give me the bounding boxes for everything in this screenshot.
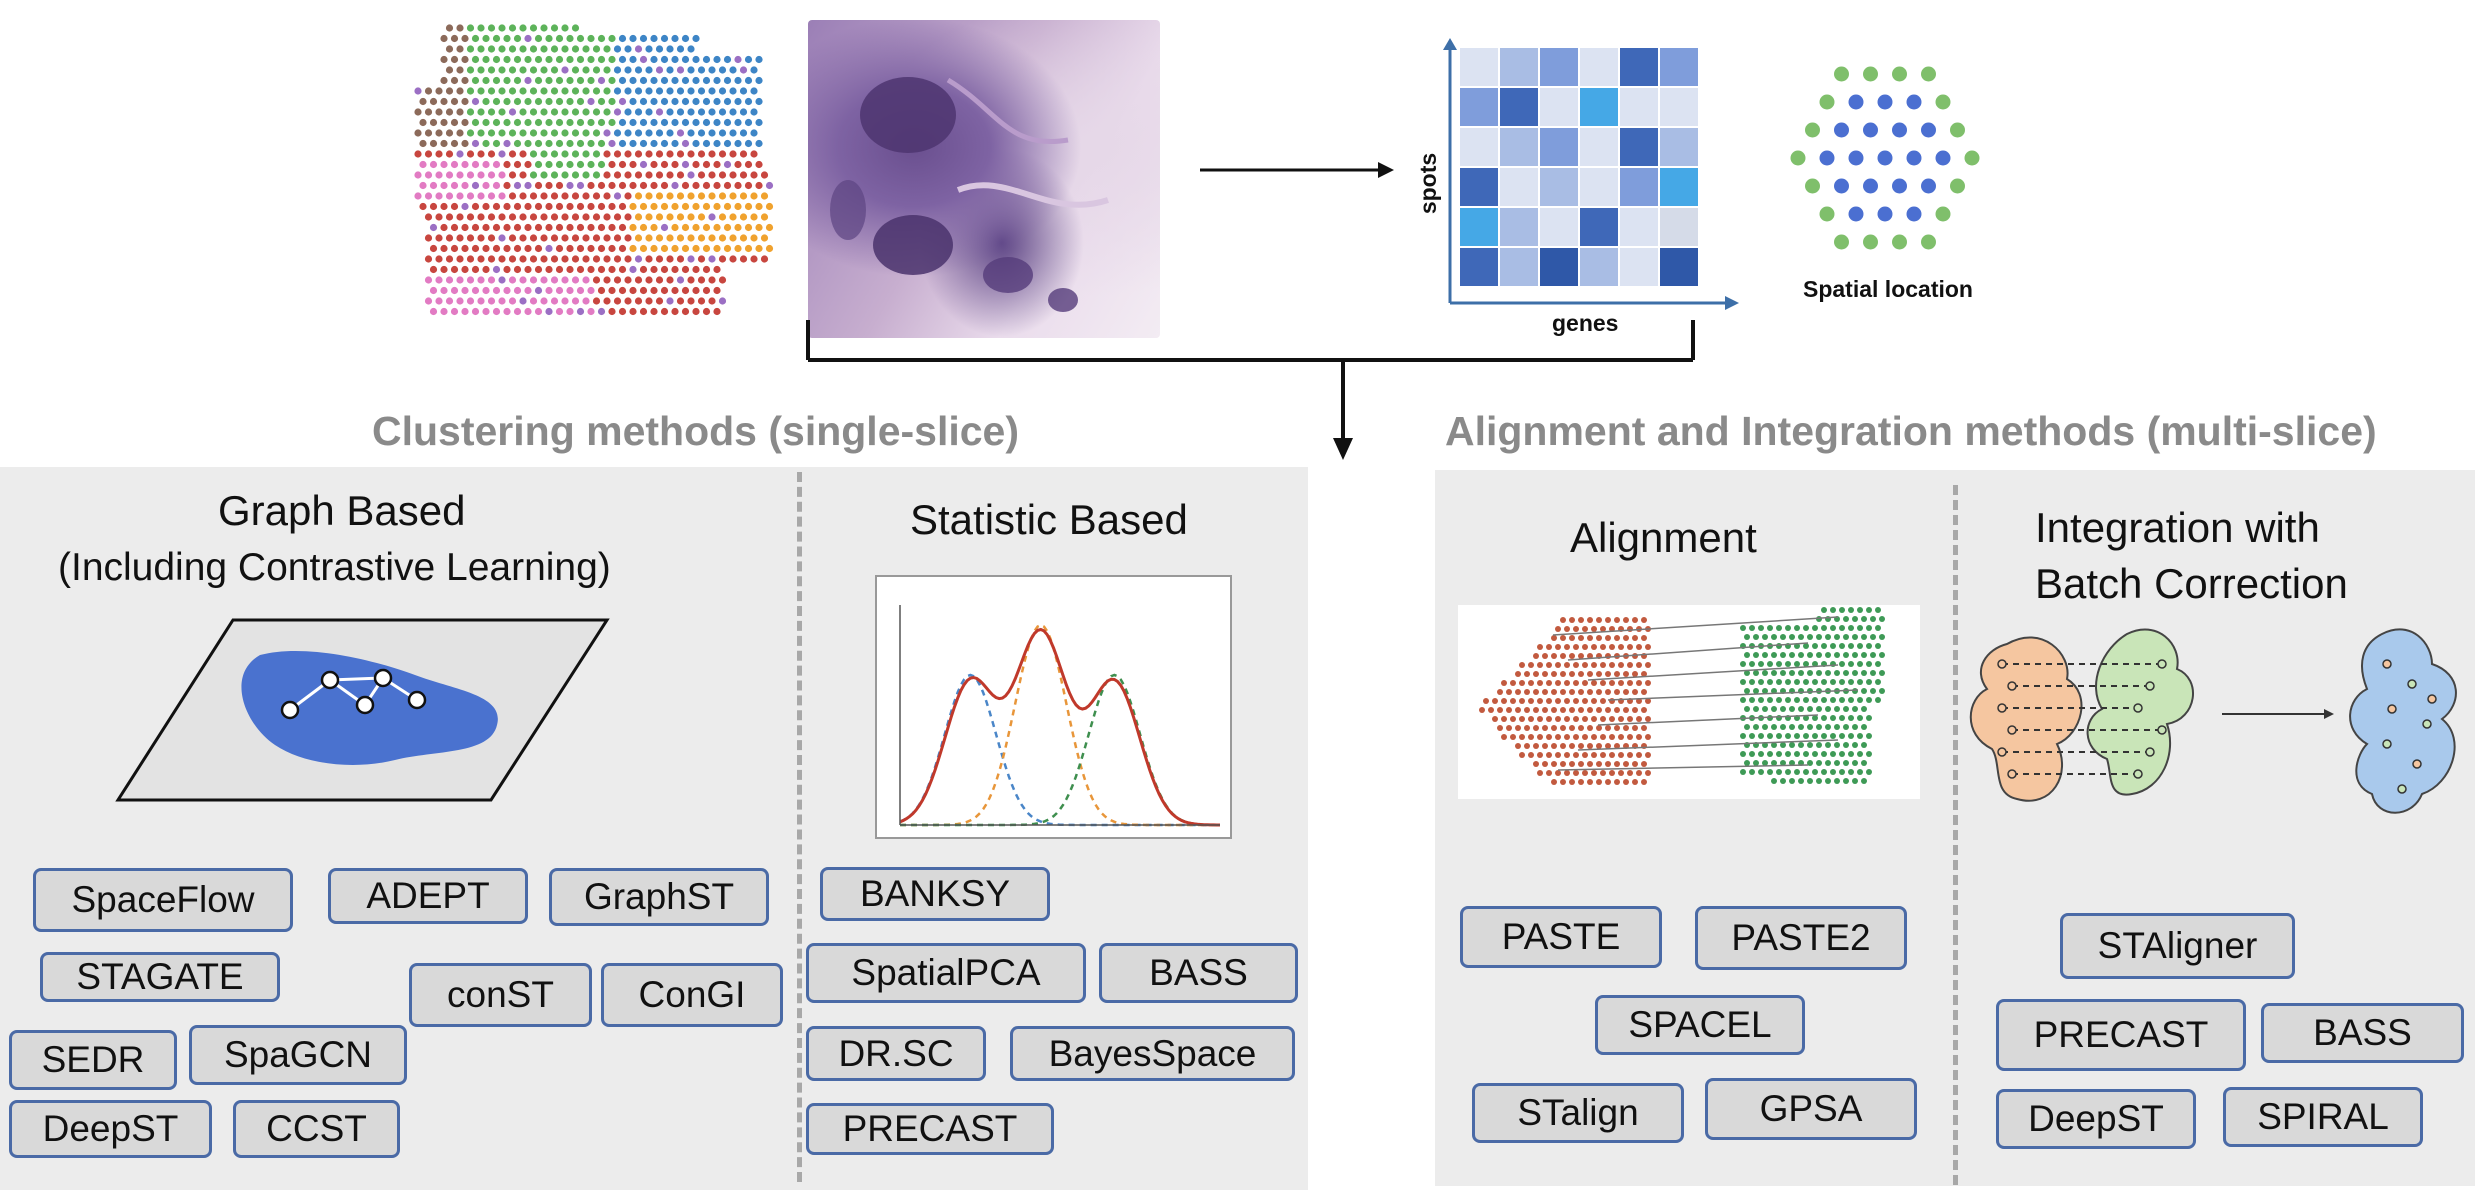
method-chip-spacel: SPACEL — [1595, 995, 1805, 1055]
method-chip-graphst: GraphST — [549, 868, 769, 926]
graph-based-subtitle: (Including Contrastive Learning) — [58, 546, 611, 589]
method-chip-banksy: BANKSY — [820, 867, 1050, 921]
method-chip-staligner: STAligner — [2060, 913, 2295, 979]
alignment-title: Alignment — [1570, 514, 1757, 561]
method-chip-precast-integration: PRECAST — [1996, 999, 2246, 1071]
he-histology-image — [808, 20, 1160, 338]
method-chip-spaceflow: SpaceFlow — [33, 868, 293, 932]
method-chip-bass-integration: BASS — [2261, 1003, 2464, 1063]
integration-title-line2: Batch Correction — [2035, 560, 2348, 607]
method-chip-paste: PASTE — [1460, 906, 1662, 968]
method-chip-spagcn: SpaGCN — [189, 1025, 407, 1085]
integration-title-line1: Integration with — [2035, 504, 2320, 551]
method-chip-spiral: SPIRAL — [2223, 1087, 2423, 1147]
method-chip-gpsa: GPSA — [1705, 1078, 1917, 1140]
slice-alignment-illustration — [1458, 605, 1920, 799]
alignment-divider — [1953, 485, 1958, 1185]
statistic-based-title: Statistic Based — [910, 496, 1188, 543]
expression-matrix — [1443, 38, 1739, 310]
spatial-location-hexagon — [1790, 66, 1980, 250]
batch-integration-illustration — [1969, 628, 2457, 814]
spot-cluster-map — [414, 24, 774, 316]
transform-arrow — [1200, 162, 1394, 178]
method-chip-drsc: DR.SC — [806, 1026, 986, 1081]
method-chip-spatialpca: SpatialPCA — [806, 943, 1086, 1003]
matrix-x-label: genes — [1552, 310, 1619, 336]
method-chip-adept: ADEPT — [328, 868, 528, 924]
method-chip-deepst-integration: DeepST — [1996, 1089, 2196, 1149]
method-chip-deepst-clustering: DeepST — [9, 1100, 212, 1158]
method-chip-stagate: STAGATE — [40, 952, 280, 1002]
method-chip-bass-clustering: BASS — [1099, 943, 1298, 1003]
method-chip-precast-clustering: PRECAST — [806, 1103, 1054, 1155]
alignment-section-title: Alignment and Integration methods (multi… — [1445, 408, 2377, 454]
clustering-divider — [797, 472, 802, 1182]
clustering-section-title: Clustering methods (single-slice) — [372, 408, 1019, 454]
method-chip-congi: ConGI — [601, 963, 783, 1027]
merge-bracket — [806, 320, 1695, 460]
method-chip-sedr: SEDR — [9, 1030, 177, 1090]
graph-based-title: Graph Based — [218, 487, 466, 534]
spatial-location-label: Spatial location — [1803, 276, 1973, 302]
method-chip-const: conST — [409, 963, 592, 1027]
graph-plane-illustration — [115, 618, 610, 802]
method-chip-ccst: CCST — [233, 1100, 400, 1158]
method-chip-bayesspace: BayesSpace — [1010, 1026, 1295, 1081]
method-chip-paste2: PASTE2 — [1695, 906, 1907, 970]
matrix-y-label: spots — [1415, 152, 1442, 215]
gaussian-mixture-plot — [875, 575, 1232, 839]
method-chip-stalign: STalign — [1472, 1083, 1684, 1143]
